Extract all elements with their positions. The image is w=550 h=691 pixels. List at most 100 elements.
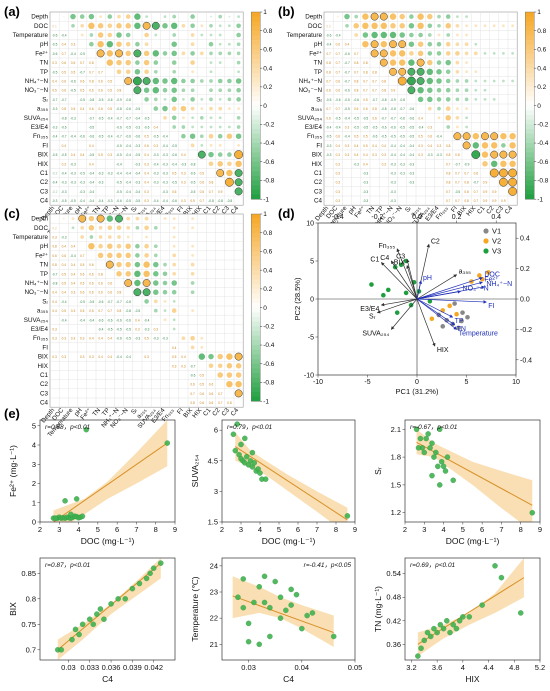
x-tick-label: 6 <box>296 525 300 534</box>
correlation-circle <box>228 24 231 28</box>
correlation-circle <box>508 168 517 178</box>
legend-marker <box>483 228 489 234</box>
heatmap-b: DepthDepthDOCDOCTemperatureTemperaturepH… <box>287 9 549 236</box>
correlation-value: -0.3 <box>427 153 433 157</box>
correlation-circle <box>218 61 222 64</box>
correlation-value: 0.3 <box>144 162 149 166</box>
correlation-circle <box>408 23 415 29</box>
correlation-circle <box>380 40 388 48</box>
correlation-value: 0.8 <box>363 61 368 65</box>
correlation-value: 0.7 <box>455 172 460 176</box>
x-tick-label: 0.036 <box>102 663 121 672</box>
correlation-circle <box>398 59 406 66</box>
data-point <box>450 477 456 484</box>
row-label: C3 <box>40 188 49 195</box>
correlation-circle <box>142 77 151 85</box>
correlation-circle <box>464 42 469 47</box>
data-point <box>427 633 434 640</box>
correlation-circle <box>226 363 233 369</box>
x2-tick-label: 0.2 <box>452 214 462 221</box>
correlation-value: 0.8 <box>89 80 94 84</box>
correlation-circle <box>116 225 122 231</box>
correlation-value: -0.6 <box>353 98 359 102</box>
data-point <box>240 576 247 582</box>
row-label: C1 <box>40 372 49 379</box>
y-tick-label: 3 <box>214 487 218 496</box>
column-label: TP <box>101 407 112 418</box>
correlation-value: -0.5 <box>79 300 85 304</box>
correlation-circle <box>181 51 186 56</box>
loading-arrow <box>416 281 483 300</box>
correlation-circle <box>134 13 141 20</box>
colorbar-segment <box>251 194 261 200</box>
correlation-value: 0.4 <box>144 153 149 157</box>
correlation-value: -0.6 <box>125 135 131 139</box>
correlation-circle <box>162 23 168 29</box>
correlation-circle <box>437 33 441 37</box>
correlation-circle <box>125 69 131 75</box>
correlation-circle <box>125 23 131 29</box>
colorbar-segment <box>251 256 261 262</box>
column-label: C4 <box>230 205 241 216</box>
correlation-value: -0.4 <box>144 318 150 322</box>
correlation-value: -0.8 <box>208 199 214 203</box>
correlation-value: -0.3 <box>135 144 141 148</box>
correlation-value: -0.5 <box>344 98 350 102</box>
correlation-value: 0.5 <box>200 172 205 176</box>
correlation-circle <box>464 79 469 83</box>
correlation-circle <box>172 14 177 19</box>
x-tick-label: 8 <box>334 525 338 534</box>
correlation-value: 0.9 <box>391 89 396 93</box>
y-tick-label: -5 <box>308 335 314 342</box>
correlation-circle <box>237 70 240 74</box>
colorbar-segment <box>251 175 261 181</box>
correlation-circle <box>508 187 517 196</box>
colorbar-segment <box>525 72 535 78</box>
colorbar-segment <box>251 129 261 134</box>
row-label: Fn₃₅₅ <box>33 133 48 140</box>
correlation-circle <box>354 14 359 19</box>
colorbar-segment <box>525 44 535 50</box>
correlation-value: -0.6 <box>116 126 122 130</box>
correlation-circle <box>407 67 416 76</box>
row-label: Fn₃₅₅ <box>33 335 48 342</box>
correlation-circle <box>209 70 213 74</box>
correlation-circle <box>181 336 186 341</box>
stat-annotation: r=0.79，p<0.01 <box>227 424 273 431</box>
correlation-circle <box>417 96 424 103</box>
correlation-circle <box>200 336 204 340</box>
correlation-circle <box>107 225 113 231</box>
correlation-value: -0.4 <box>125 355 131 359</box>
row-label: DOC <box>34 23 48 30</box>
correlation-value: -0.5 <box>125 328 131 332</box>
correlation-circle <box>389 31 397 39</box>
row-label: DOC <box>34 225 48 232</box>
colorbar-label: -0.4 <box>263 140 275 147</box>
correlation-value: -0.5 <box>363 126 369 130</box>
correlation-circle <box>209 97 213 102</box>
y-tick-label: 1.2 <box>391 508 401 517</box>
correlation-circle <box>362 32 369 38</box>
correlation-value: -0.6 <box>70 80 76 84</box>
correlation-value: -0.3 <box>363 199 369 203</box>
correlation-circle <box>417 22 424 30</box>
correlation-circle <box>483 52 487 55</box>
correlation-circle <box>465 70 468 74</box>
colorbar-label: -0.8 <box>263 380 275 387</box>
correlation-circle <box>362 40 369 48</box>
correlation-value: -0.3 <box>409 162 415 166</box>
plot-area <box>232 573 337 648</box>
loading-arrow <box>416 298 454 318</box>
correlation-value: -0.4 <box>399 153 405 157</box>
correlation-value: 0.9 <box>190 199 195 203</box>
correlation-value: 0.6 <box>98 89 103 93</box>
row-label: Sᵣ <box>42 96 48 103</box>
correlation-circle <box>446 33 451 37</box>
correlation-circle <box>153 253 158 258</box>
correlation-value: -0.3 <box>390 190 396 194</box>
correlation-circle <box>89 41 94 47</box>
correlation-value: -0.3 <box>162 181 168 185</box>
column-label: pH <box>73 205 84 216</box>
correlation-circle <box>465 61 468 64</box>
correlation-value: -0.9 <box>390 98 396 102</box>
